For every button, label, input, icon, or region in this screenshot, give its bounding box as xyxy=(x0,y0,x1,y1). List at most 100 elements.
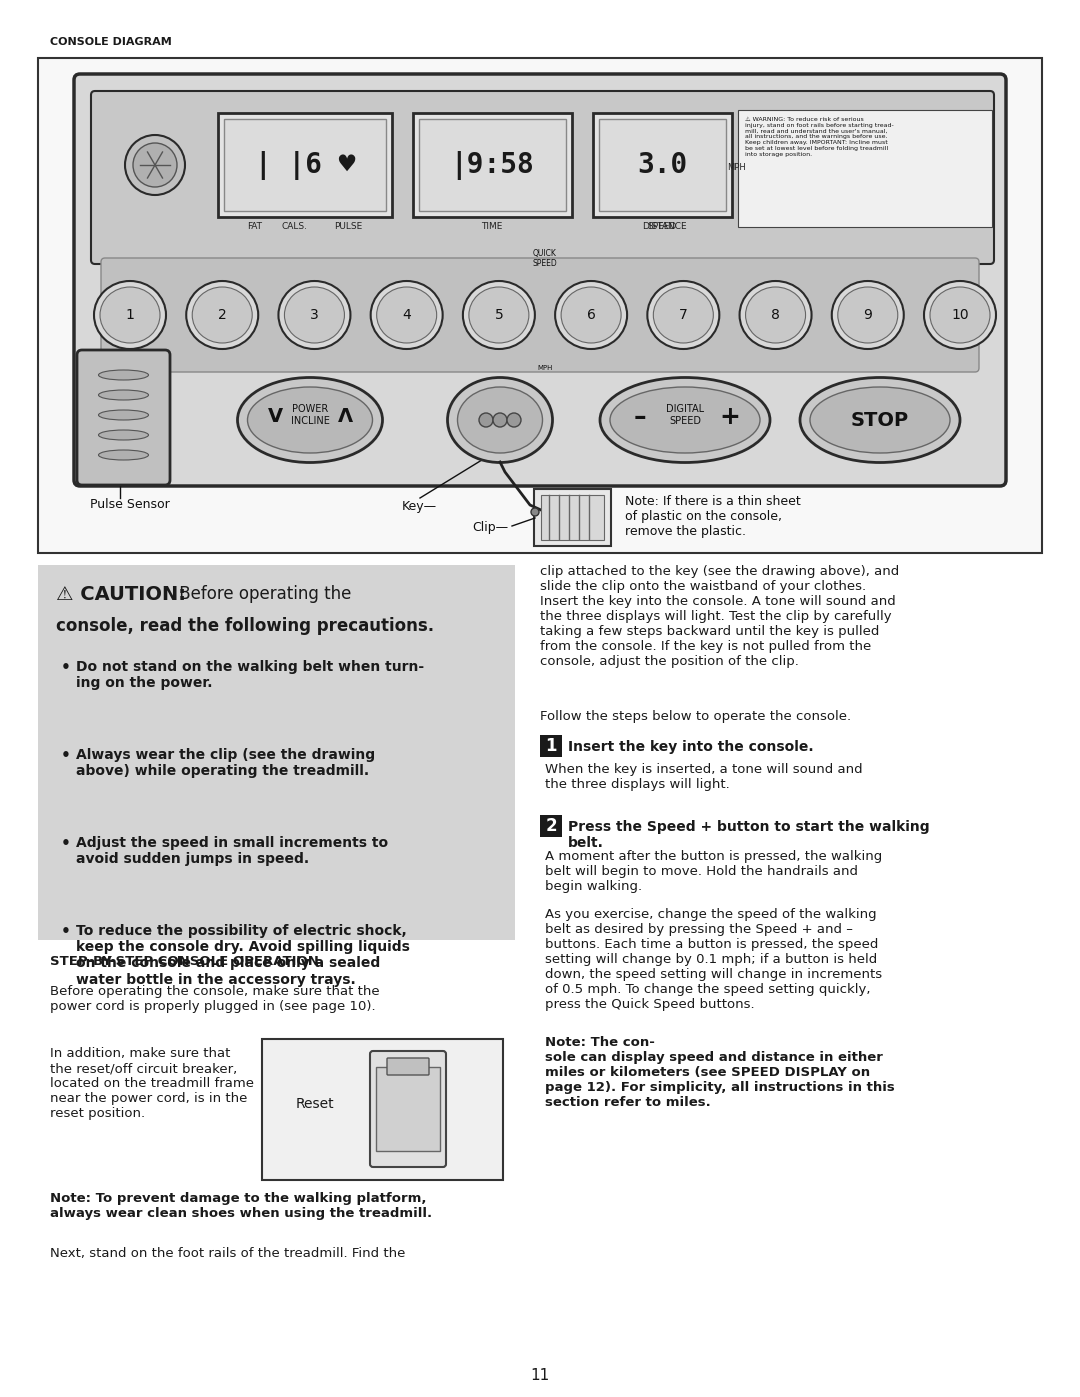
Circle shape xyxy=(507,414,521,427)
Text: console, read the following precautions.: console, read the following precautions. xyxy=(56,617,434,636)
FancyBboxPatch shape xyxy=(419,119,566,211)
Text: DIGITAL
SPEED: DIGITAL SPEED xyxy=(666,404,704,426)
Text: 10: 10 xyxy=(951,307,969,321)
Ellipse shape xyxy=(98,430,149,440)
Text: POWER
INCLINE: POWER INCLINE xyxy=(291,404,329,426)
Text: QUICK
SPEED: QUICK SPEED xyxy=(532,249,557,268)
Text: TIME: TIME xyxy=(482,222,502,231)
Text: Insert the key into the console.: Insert the key into the console. xyxy=(568,740,813,754)
Text: Pulse Sensor: Pulse Sensor xyxy=(90,497,170,511)
FancyBboxPatch shape xyxy=(376,1067,440,1151)
Text: When the key is inserted, a tone will sound and
the three displays will light.: When the key is inserted, a tone will so… xyxy=(545,763,863,791)
Text: STOP: STOP xyxy=(851,411,909,429)
Text: 2: 2 xyxy=(218,307,227,321)
Ellipse shape xyxy=(279,281,350,349)
Text: CALS.: CALS. xyxy=(282,222,308,231)
Ellipse shape xyxy=(98,450,149,460)
Circle shape xyxy=(133,142,177,187)
Ellipse shape xyxy=(800,377,960,462)
FancyBboxPatch shape xyxy=(540,814,562,837)
Text: Λ: Λ xyxy=(337,408,352,426)
FancyBboxPatch shape xyxy=(534,489,611,546)
Text: 3: 3 xyxy=(310,307,319,321)
Text: Note: If there is a thin sheet
of plastic on the console,
remove the plastic.: Note: If there is a thin sheet of plasti… xyxy=(625,495,800,538)
Ellipse shape xyxy=(98,390,149,400)
Ellipse shape xyxy=(810,387,950,453)
Text: •: • xyxy=(60,659,71,675)
FancyBboxPatch shape xyxy=(224,119,386,211)
Text: | |6 ♥: | |6 ♥ xyxy=(255,151,355,179)
FancyBboxPatch shape xyxy=(599,119,726,211)
Ellipse shape xyxy=(930,286,990,344)
Text: Before operating the: Before operating the xyxy=(174,585,351,604)
Ellipse shape xyxy=(100,286,160,344)
Text: Clip—: Clip— xyxy=(472,521,508,534)
Text: ⚠ WARNING: To reduce risk of serious
injury, stand on foot rails before starting: ⚠ WARNING: To reduce risk of serious inj… xyxy=(745,117,894,156)
Circle shape xyxy=(125,136,185,196)
Text: Press the Speed + button to start the walking
belt.: Press the Speed + button to start the wa… xyxy=(568,820,930,851)
Text: Reset: Reset xyxy=(296,1097,335,1111)
Ellipse shape xyxy=(94,281,166,349)
Text: FAT: FAT xyxy=(247,222,262,231)
FancyBboxPatch shape xyxy=(593,113,732,217)
Text: Note: The con-
sole can display speed and distance in either
miles or kilometers: Note: The con- sole can display speed an… xyxy=(545,1037,894,1109)
Ellipse shape xyxy=(740,281,811,349)
Text: 4: 4 xyxy=(402,307,411,321)
Text: 3.0: 3.0 xyxy=(637,151,688,179)
Ellipse shape xyxy=(924,281,996,349)
Text: DISTANCE: DISTANCE xyxy=(642,222,686,231)
Ellipse shape xyxy=(555,281,627,349)
Text: Always wear the clip (see the drawing
above) while operating the treadmill.: Always wear the clip (see the drawing ab… xyxy=(76,747,375,778)
Text: In addition, make sure that
the reset/off circuit breaker,
located on the treadm: In addition, make sure that the reset/of… xyxy=(50,1046,254,1120)
Text: Do not stand on the walking belt when turn-
ing on the power.: Do not stand on the walking belt when tu… xyxy=(76,659,424,690)
Text: Key—: Key— xyxy=(402,500,437,513)
Text: 8: 8 xyxy=(771,307,780,321)
Ellipse shape xyxy=(98,370,149,380)
FancyBboxPatch shape xyxy=(218,113,392,217)
Ellipse shape xyxy=(469,286,529,344)
FancyBboxPatch shape xyxy=(75,74,1005,486)
Text: To reduce the possibility of electric shock,
keep the console dry. Avoid spillin: To reduce the possibility of electric sh… xyxy=(76,923,410,986)
Circle shape xyxy=(480,414,492,427)
Text: V: V xyxy=(268,408,283,426)
FancyBboxPatch shape xyxy=(38,59,1042,553)
Ellipse shape xyxy=(745,286,806,344)
Text: Before operating the console, make sure that the
power cord is properly plugged : Before operating the console, make sure … xyxy=(50,985,380,1013)
FancyBboxPatch shape xyxy=(91,91,994,264)
FancyBboxPatch shape xyxy=(738,110,993,226)
Ellipse shape xyxy=(458,387,542,453)
Ellipse shape xyxy=(647,281,719,349)
Text: +: + xyxy=(719,405,741,429)
Text: –: – xyxy=(634,405,646,429)
Text: Adjust the speed in small increments to
avoid sudden jumps in speed.: Adjust the speed in small increments to … xyxy=(76,835,388,866)
Circle shape xyxy=(492,414,507,427)
Text: PULSE: PULSE xyxy=(334,222,362,231)
Text: MPH: MPH xyxy=(538,365,553,372)
Text: 7: 7 xyxy=(679,307,688,321)
Ellipse shape xyxy=(832,281,904,349)
Text: CONSOLE DIAGRAM: CONSOLE DIAGRAM xyxy=(50,36,172,47)
Ellipse shape xyxy=(284,286,345,344)
FancyBboxPatch shape xyxy=(262,1039,503,1180)
Ellipse shape xyxy=(463,281,535,349)
FancyBboxPatch shape xyxy=(540,735,562,757)
Text: ⚠ CAUTION:: ⚠ CAUTION: xyxy=(56,585,186,604)
Text: 1: 1 xyxy=(125,307,134,321)
Ellipse shape xyxy=(838,286,897,344)
Text: As you exercise, change the speed of the walking
belt as desired by pressing the: As you exercise, change the speed of the… xyxy=(545,908,882,1011)
Ellipse shape xyxy=(447,377,553,462)
Ellipse shape xyxy=(238,377,382,462)
FancyBboxPatch shape xyxy=(413,113,572,217)
FancyBboxPatch shape xyxy=(541,495,604,541)
Text: MPH: MPH xyxy=(727,163,746,172)
Ellipse shape xyxy=(562,286,621,344)
Text: Next, stand on the foot rails of the treadmill. Find the: Next, stand on the foot rails of the tre… xyxy=(50,1248,405,1260)
Text: 1: 1 xyxy=(545,738,557,754)
Ellipse shape xyxy=(247,387,373,453)
Ellipse shape xyxy=(370,281,443,349)
Text: 6: 6 xyxy=(586,307,595,321)
FancyBboxPatch shape xyxy=(370,1051,446,1166)
Text: 11: 11 xyxy=(530,1368,550,1383)
Text: SPEED: SPEED xyxy=(647,222,677,231)
Circle shape xyxy=(531,509,539,515)
